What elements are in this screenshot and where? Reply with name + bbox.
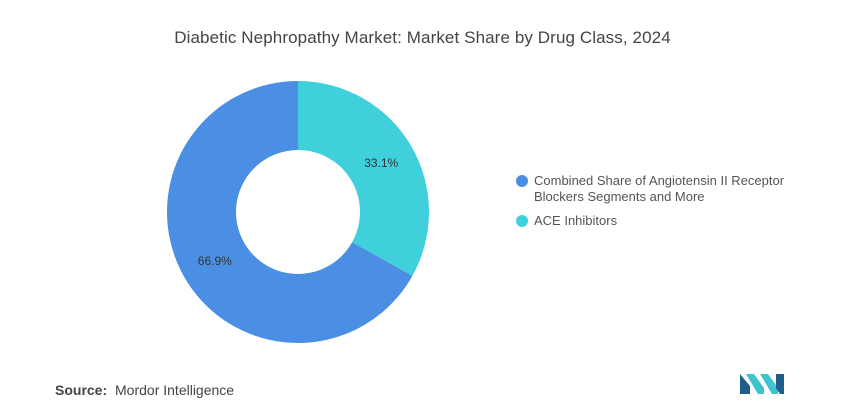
- legend-swatch-arb: [516, 175, 528, 187]
- chart-title: Diabetic Nephropathy Market: Market Shar…: [174, 28, 671, 47]
- legend-swatch-ace-inhibitors: [516, 215, 528, 227]
- donut-data-label-0: 66.9%: [198, 254, 232, 268]
- donut-data-label-1: 33.1%: [364, 156, 398, 170]
- legend-item-arb[interactable]: Combined Share of Angiotensin II Recepto…: [516, 173, 816, 205]
- mordor-intelligence-logo-icon: [740, 374, 784, 394]
- donut-slice-1[interactable]: [298, 81, 429, 276]
- source-label: Source:: [55, 382, 108, 398]
- legend-label-arb: Combined Share of Angiotensin II Recepto…: [534, 173, 785, 204]
- chart-legend: Combined Share of Angiotensin II Recepto…: [516, 173, 816, 237]
- source-note: Source: Mordor Intelligence: [55, 382, 234, 398]
- donut-slices: [167, 80, 429, 343]
- donut-data-labels: 33.1% 66.9%: [198, 156, 399, 268]
- donut-slice-0[interactable]: [167, 80, 413, 343]
- legend-label-ace-inhibitors: ACE Inhibitors: [534, 213, 618, 228]
- source-text: Mordor Intelligence: [115, 382, 235, 398]
- legend-item-ace-inhibitors[interactable]: ACE Inhibitors: [516, 213, 816, 229]
